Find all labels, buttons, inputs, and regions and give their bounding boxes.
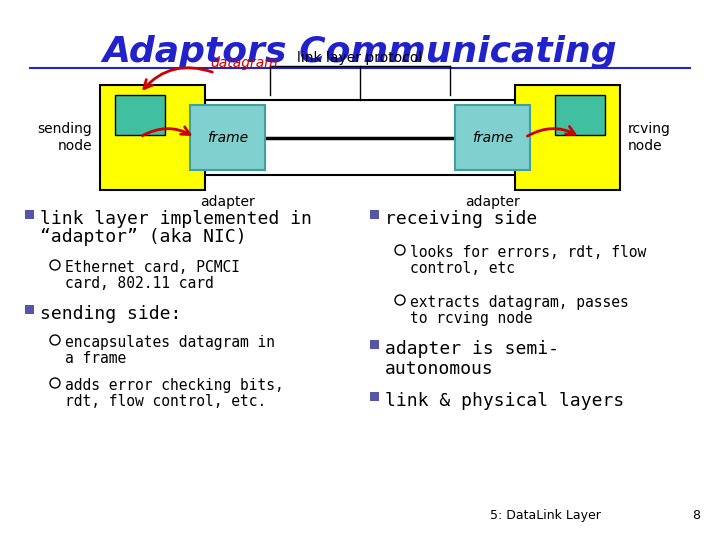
Bar: [515, 85, 620, 190]
Text: encapsulates datagram in: encapsulates datagram in: [65, 335, 275, 350]
Bar: [190, 105, 265, 170]
Bar: [25, 305, 34, 314]
Text: rdt, flow control, etc.: rdt, flow control, etc.: [65, 394, 266, 409]
Text: receiving side: receiving side: [385, 210, 537, 228]
Text: adapter is semi-: adapter is semi-: [385, 340, 559, 358]
Text: adapter: adapter: [200, 195, 255, 209]
Bar: [555, 95, 605, 135]
Text: adds error checking bits,: adds error checking bits,: [65, 378, 284, 393]
Text: control, etc: control, etc: [410, 261, 515, 276]
Bar: [370, 210, 379, 219]
Bar: [25, 210, 34, 219]
Text: Adaptors Communicating: Adaptors Communicating: [103, 35, 617, 69]
Text: sending side:: sending side:: [40, 305, 181, 323]
Text: link layer protocol: link layer protocol: [297, 51, 423, 65]
Text: card, 802.11 card: card, 802.11 card: [65, 276, 214, 291]
Text: Ethernet card, PCMCI: Ethernet card, PCMCI: [65, 260, 240, 275]
Text: 5: DataLink Layer: 5: DataLink Layer: [490, 509, 601, 522]
Bar: [115, 95, 165, 135]
Text: looks for errors, rdt, flow: looks for errors, rdt, flow: [410, 245, 647, 260]
Text: to rcving node: to rcving node: [410, 311, 533, 326]
Bar: [455, 105, 530, 170]
Bar: [205, 100, 515, 175]
Text: extracts datagram, passes: extracts datagram, passes: [410, 295, 629, 310]
Text: frame: frame: [207, 131, 248, 145]
Text: frame: frame: [472, 131, 513, 145]
Text: 8: 8: [692, 509, 700, 522]
Bar: [370, 392, 379, 401]
Text: datagram: datagram: [210, 56, 278, 70]
Text: “adaptor” (aka NIC): “adaptor” (aka NIC): [40, 228, 247, 246]
Text: a frame: a frame: [65, 351, 126, 366]
Text: autonomous: autonomous: [385, 360, 494, 378]
Text: sending
node: sending node: [37, 123, 92, 153]
Text: adapter: adapter: [465, 195, 520, 209]
Bar: [100, 85, 205, 190]
Text: link layer implemented in: link layer implemented in: [40, 210, 312, 228]
Bar: [370, 340, 379, 349]
Text: link & physical layers: link & physical layers: [385, 392, 624, 410]
Text: rcving
node: rcving node: [628, 123, 671, 153]
